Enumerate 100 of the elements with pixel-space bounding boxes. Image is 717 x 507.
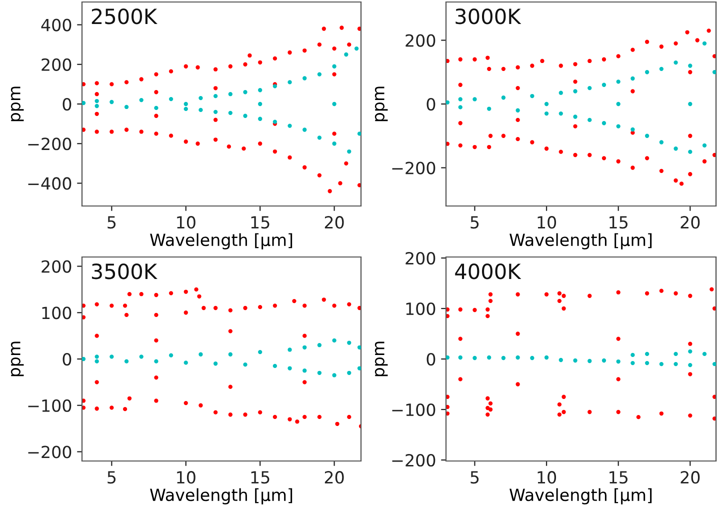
point bbox=[446, 355, 450, 360]
point bbox=[688, 102, 692, 106]
x-tick-label: 10 bbox=[177, 216, 196, 229]
point bbox=[516, 108, 520, 112]
point bbox=[332, 72, 336, 76]
point bbox=[82, 304, 86, 308]
point bbox=[688, 294, 692, 298]
point bbox=[127, 292, 132, 296]
point bbox=[184, 102, 188, 106]
point bbox=[213, 138, 218, 142]
point bbox=[573, 124, 578, 128]
point bbox=[688, 134, 692, 138]
x-tick-label: 20 bbox=[680, 471, 700, 484]
point bbox=[602, 57, 606, 62]
point bbox=[685, 30, 690, 34]
point bbox=[243, 90, 248, 94]
y-tick-label: 200 bbox=[42, 58, 72, 71]
point bbox=[258, 410, 262, 414]
point bbox=[712, 70, 716, 74]
point bbox=[630, 166, 635, 170]
point bbox=[110, 304, 114, 308]
point bbox=[688, 70, 692, 74]
point bbox=[344, 161, 348, 166]
point bbox=[706, 28, 711, 33]
point bbox=[516, 292, 520, 296]
point bbox=[198, 352, 203, 356]
point bbox=[616, 290, 620, 294]
point bbox=[317, 343, 322, 348]
point bbox=[446, 404, 450, 410]
point bbox=[530, 140, 534, 144]
point bbox=[616, 80, 620, 84]
point bbox=[213, 410, 218, 414]
point bbox=[357, 345, 361, 350]
point bbox=[602, 156, 606, 160]
point bbox=[202, 306, 206, 310]
y-axis-title: ppm bbox=[10, 342, 24, 376]
point bbox=[486, 56, 490, 60]
point bbox=[168, 96, 174, 102]
point bbox=[226, 144, 232, 149]
point bbox=[530, 356, 534, 360]
point bbox=[194, 287, 198, 292]
point bbox=[258, 142, 262, 146]
point bbox=[644, 352, 650, 356]
point bbox=[630, 89, 635, 94]
y-tick-label: 0 bbox=[62, 352, 72, 366]
point bbox=[557, 402, 562, 407]
point bbox=[540, 58, 544, 64]
point bbox=[616, 159, 620, 164]
point bbox=[332, 304, 336, 308]
point bbox=[197, 294, 202, 298]
point bbox=[630, 127, 635, 132]
point bbox=[302, 368, 307, 373]
point bbox=[302, 48, 307, 53]
point bbox=[488, 292, 493, 296]
point bbox=[184, 360, 188, 365]
point bbox=[544, 292, 549, 296]
point bbox=[562, 294, 566, 298]
chart-title: 2500K bbox=[92, 8, 158, 24]
point bbox=[674, 352, 678, 356]
point bbox=[288, 124, 292, 128]
point bbox=[688, 342, 692, 346]
point bbox=[487, 66, 492, 72]
y-tick-label: 100 bbox=[406, 302, 436, 316]
point bbox=[302, 76, 307, 80]
point bbox=[110, 82, 114, 86]
point bbox=[335, 422, 340, 426]
point bbox=[702, 143, 707, 148]
point bbox=[688, 372, 692, 376]
point bbox=[488, 401, 493, 406]
point bbox=[272, 364, 278, 368]
point bbox=[154, 72, 158, 76]
point bbox=[302, 128, 307, 132]
point bbox=[122, 406, 128, 412]
point bbox=[458, 355, 462, 360]
point bbox=[198, 96, 203, 100]
point bbox=[258, 102, 262, 106]
point bbox=[644, 291, 650, 296]
point bbox=[124, 312, 129, 318]
point bbox=[292, 298, 296, 304]
point bbox=[357, 26, 361, 31]
point bbox=[702, 159, 707, 164]
point bbox=[213, 110, 218, 114]
point bbox=[644, 70, 650, 74]
point bbox=[94, 98, 99, 104]
point bbox=[228, 412, 232, 417]
point bbox=[702, 41, 707, 46]
y-tick-label: −100 bbox=[28, 399, 72, 412]
point bbox=[458, 143, 462, 148]
point bbox=[288, 366, 292, 370]
point bbox=[544, 111, 549, 116]
point bbox=[196, 65, 200, 70]
point bbox=[544, 355, 549, 360]
point bbox=[184, 290, 188, 294]
point bbox=[644, 134, 650, 138]
point bbox=[446, 58, 450, 64]
point bbox=[544, 146, 549, 151]
x-tick-label: 20 bbox=[680, 216, 700, 229]
point bbox=[243, 306, 248, 310]
point bbox=[288, 80, 292, 84]
point bbox=[94, 130, 99, 134]
